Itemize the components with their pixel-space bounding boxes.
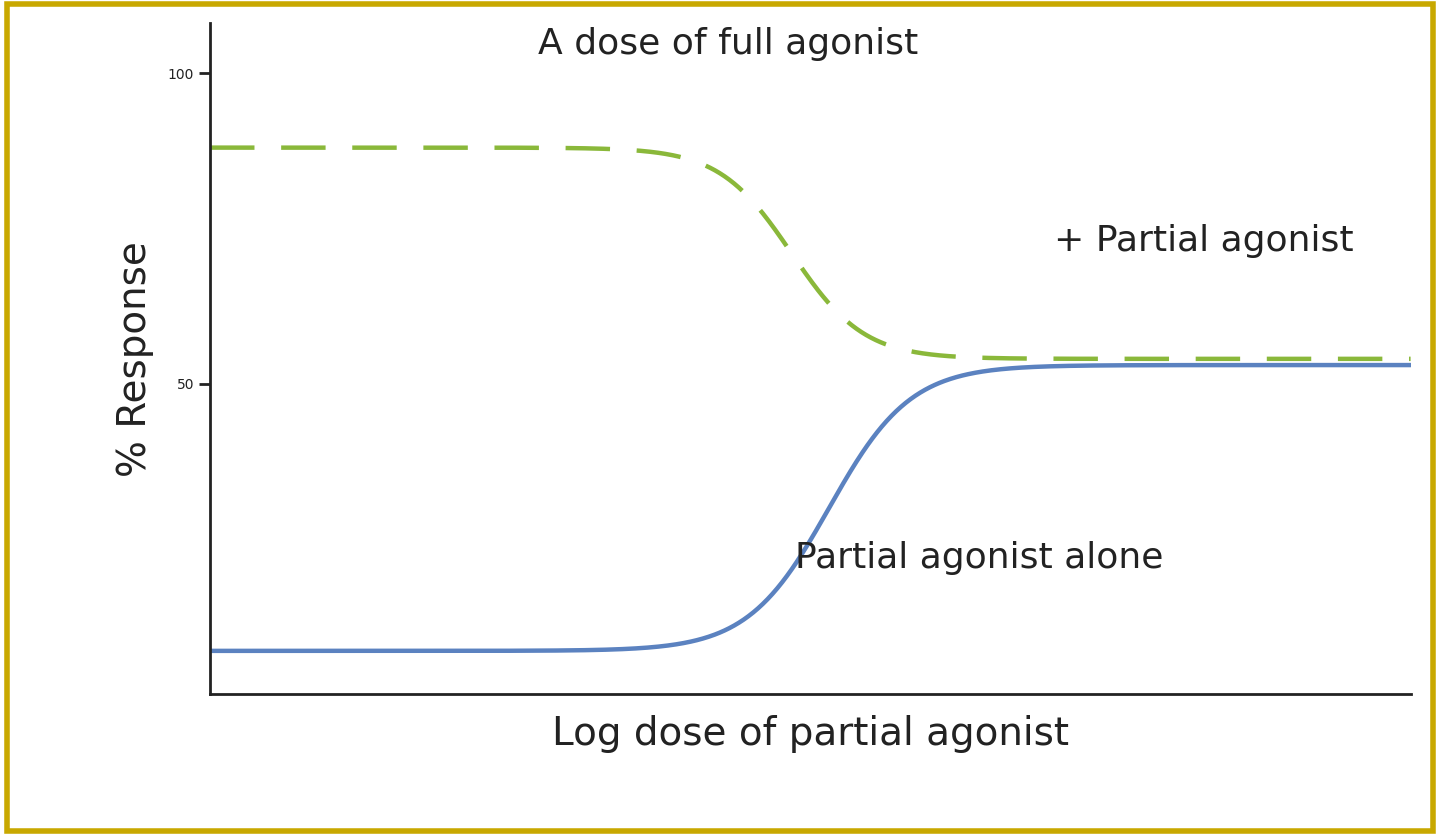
Y-axis label: % Response: % Response xyxy=(115,241,154,477)
Text: + Partial agonist: + Partial agonist xyxy=(1054,224,1354,258)
Text: Partial agonist alone: Partial agonist alone xyxy=(795,541,1164,574)
X-axis label: Log dose of partial agonist: Log dose of partial agonist xyxy=(552,716,1068,753)
Text: A dose of full agonist: A dose of full agonist xyxy=(537,27,917,61)
